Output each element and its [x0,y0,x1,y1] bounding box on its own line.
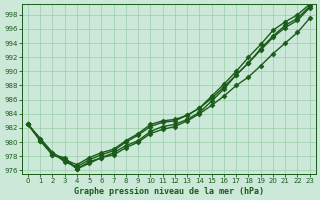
X-axis label: Graphe pression niveau de la mer (hPa): Graphe pression niveau de la mer (hPa) [74,187,264,196]
